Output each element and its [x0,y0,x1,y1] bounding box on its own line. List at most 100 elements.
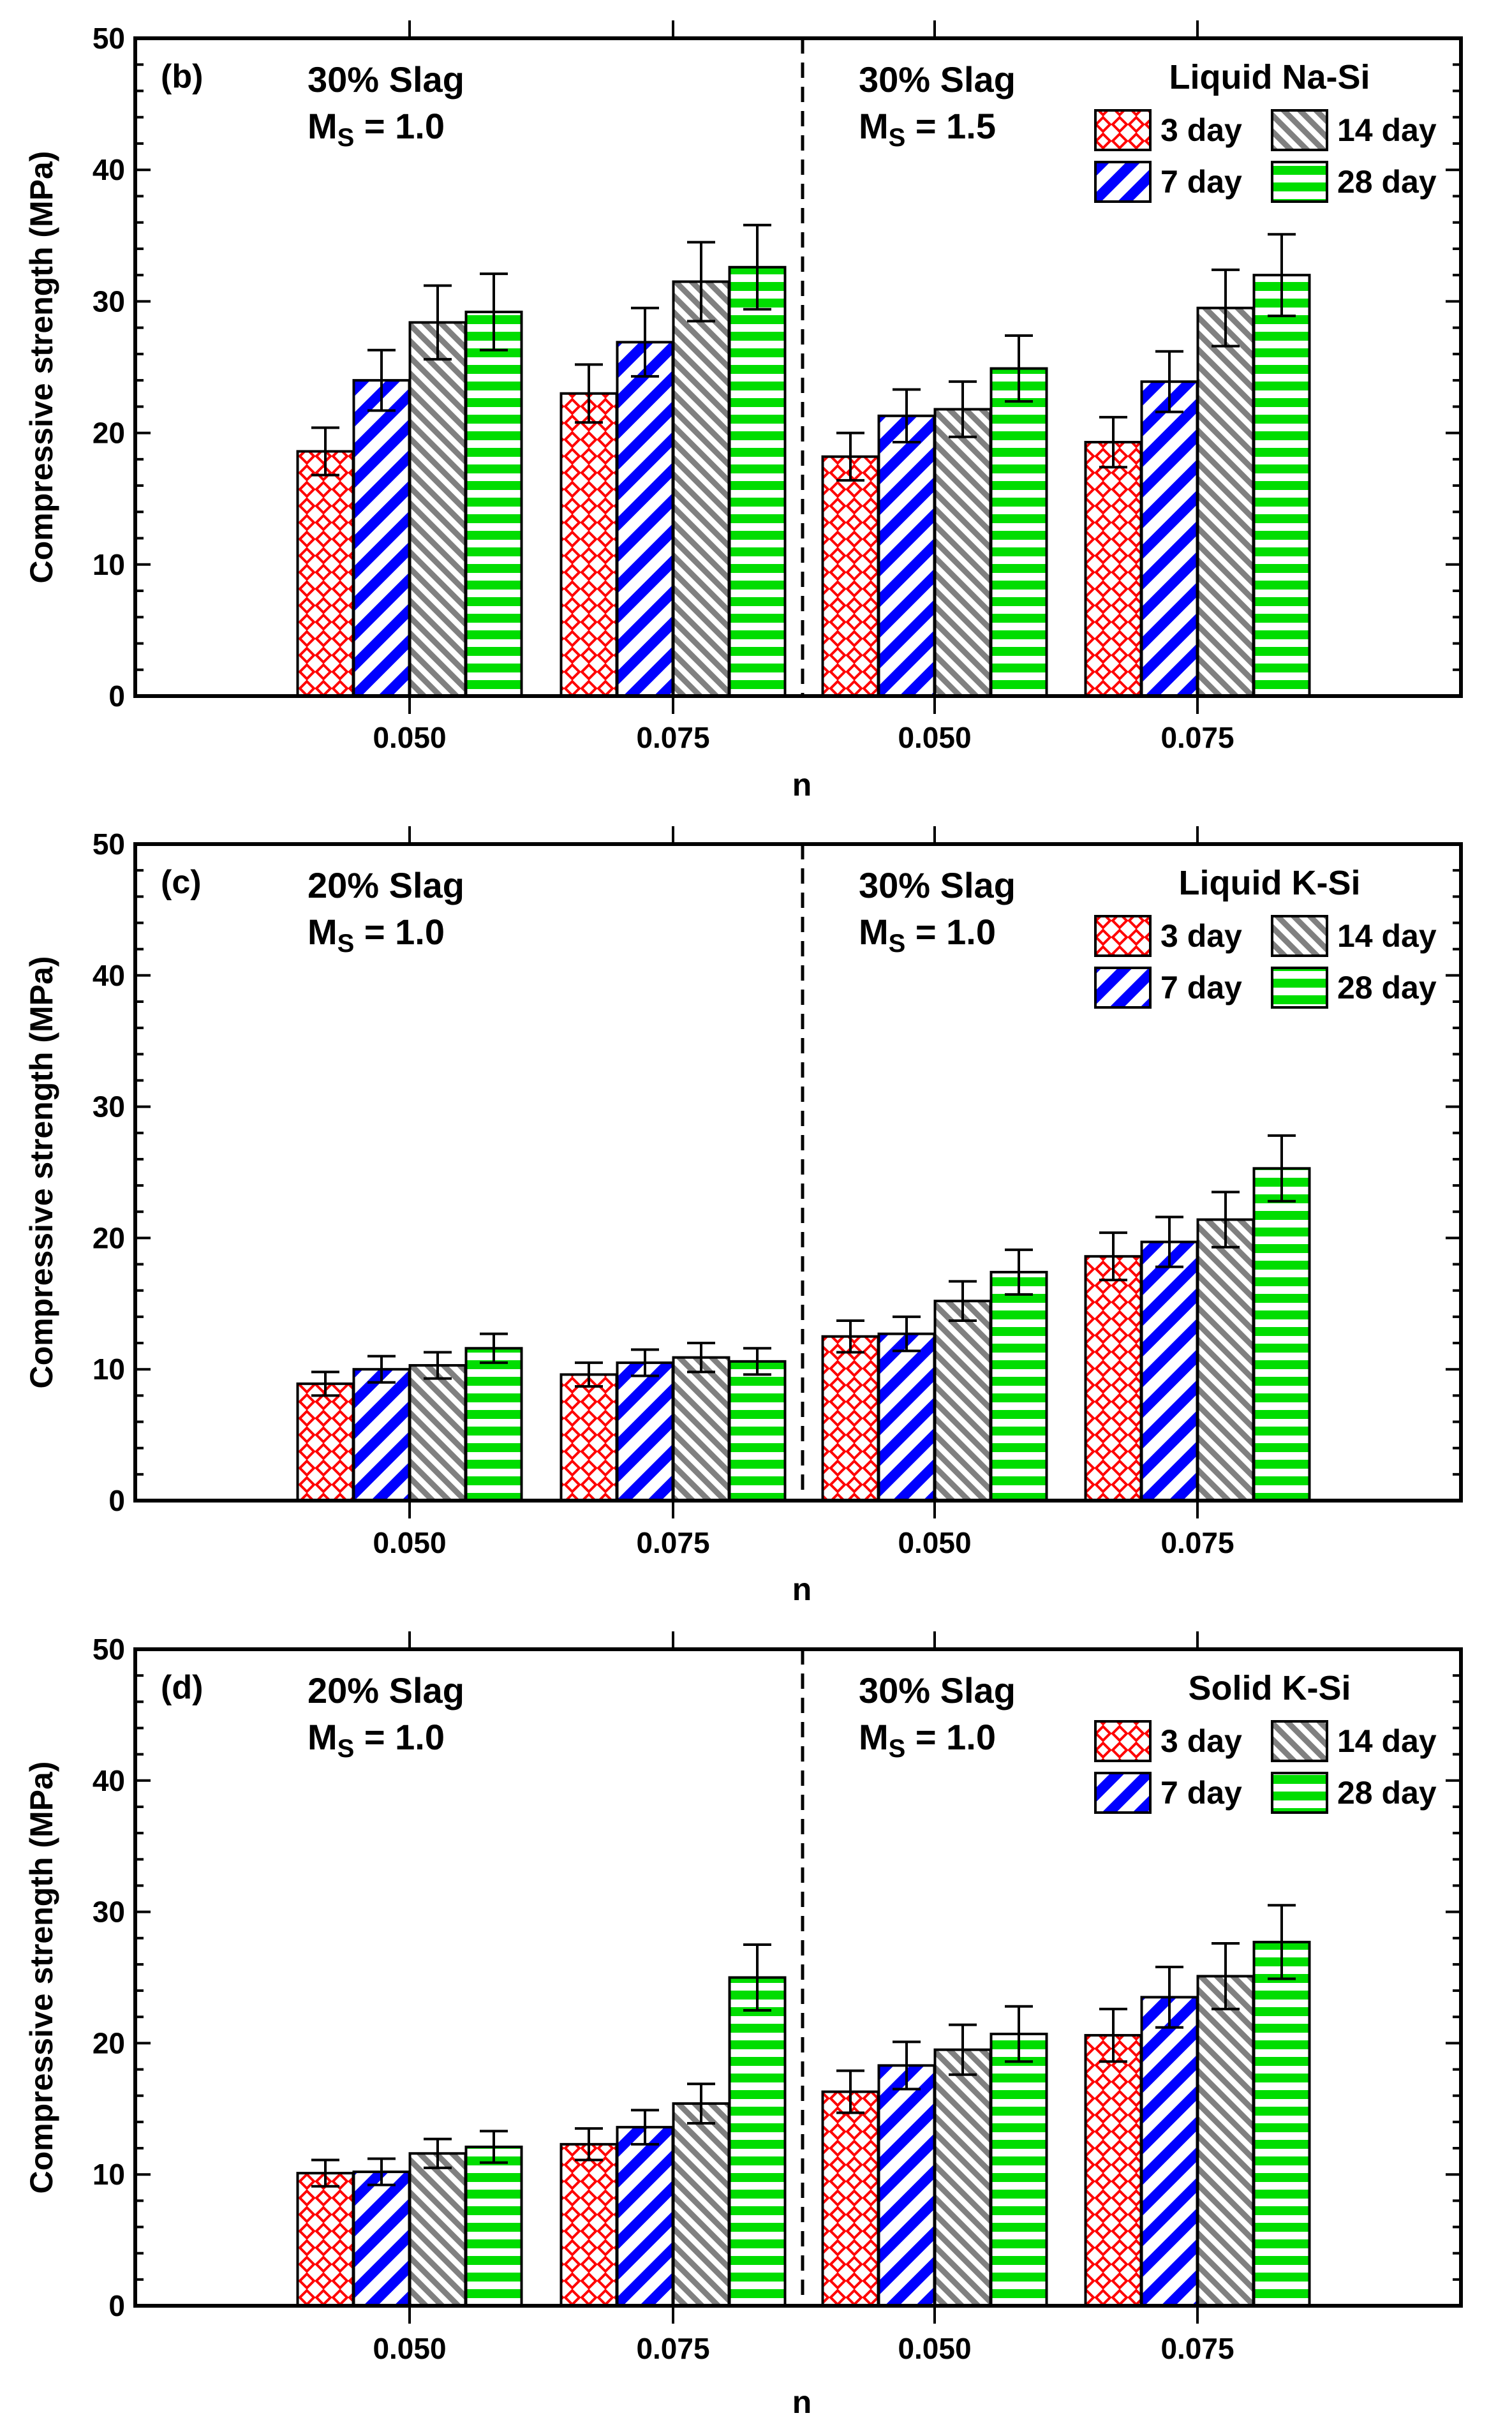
chart-panel-d: 0 10 20 30 40 50 0.050 0.075 0.050 0.075 n Compress… [24,1631,1463,2420]
ms-symbol: M [859,106,889,146]
ms-value: = 1.0 [905,1717,996,1757]
bar-3-day [560,2142,618,2307]
left-group-ms: MS = 1.0 [308,106,445,152]
bar-14-day [672,1356,730,1502]
ms-value: = 1.0 [354,106,445,146]
x-tick-label: 0.075 [636,1526,709,1559]
bar-14-day [408,2152,467,2307]
bar-28-day [728,265,787,697]
bar-14-day [933,408,992,697]
bar-7-day [877,414,936,697]
y-tick-label: 50 [93,827,125,861]
bar-14-day [1196,1218,1255,1502]
y-axis-label: Compressive strength (MPa) [24,1762,59,2194]
right-group-title: 30% Slag [859,1670,1016,1710]
bar-7-day [616,2126,674,2308]
bar-3-day [1084,441,1143,697]
chart-panel-b: 0 10 20 30 40 50 0.050 0.075 0.050 0.075 n Compress… [24,20,1463,803]
bar-28-day [464,2145,523,2307]
legend-swatch-14-day [1271,1720,1328,1762]
y-tick-label: 30 [93,1090,125,1124]
bar-7-day [1140,1240,1199,1502]
legend-label-14-day: 14 day [1337,918,1437,954]
bar-28-day [1252,1167,1311,1503]
legend-swatch-7-day [1094,161,1152,203]
bar-3-day [560,392,618,697]
ms-symbol: M [859,912,889,952]
y-tick-label: 20 [93,2026,125,2059]
y-tick-label: 0 [108,679,125,713]
plot-frame [133,36,1463,698]
bar-3-day [1084,1255,1143,1503]
bar-28-day [989,2032,1048,2307]
left-group-title: 20% Slag [308,865,464,905]
y-axis-label: Compressive strength (MPa) [24,151,59,584]
legend-title: Liquid K-Si [1179,864,1361,902]
y-tick-label: 40 [93,1764,125,1797]
right-group-ms: MS = 1.0 [859,1717,996,1763]
legend-swatch-14-day [1271,109,1328,151]
legend-swatch-28-day [1271,161,1328,203]
y-tick-label: 10 [93,2158,125,2191]
bar-3-day [296,2172,355,2308]
ms-value: = 1.0 [905,912,996,952]
chart-panel-c: 0 10 20 30 40 50 0.050 0.075 0.050 0.075 n Compress… [24,826,1463,1607]
bar-14-day [408,1364,467,1502]
y-tick-label: 20 [93,417,125,450]
y-tick-label: 50 [93,1633,125,1666]
bar-28-day [464,310,523,697]
bar-28-day [728,1360,787,1503]
legend-swatch-3-day [1094,109,1152,151]
bar-28-day [989,1270,1048,1502]
bar-7-day [877,1332,936,1503]
legend-label-7-day: 7 day [1160,970,1242,1006]
x-tick-label: 0.075 [1160,2332,1234,2365]
right-group-ms: MS = 1.5 [859,106,996,152]
y-tick-label: 0 [108,2289,125,2322]
bar-14-day [1196,306,1255,697]
bar-3-day [296,450,355,698]
y-tick-label: 20 [93,1221,125,1254]
ms-subscript: S [889,930,906,958]
ms-symbol: M [308,1717,337,1757]
y-axis-label: Compressive strength (MPa) [24,956,59,1389]
legend-label-28-day: 28 day [1337,970,1437,1006]
x-axis-label: n [792,2384,812,2420]
bar-28-day [989,367,1048,697]
left-group-title: 30% Slag [308,59,464,100]
y-tick-label: 30 [93,1896,125,1929]
panel-label: (d) [161,1669,203,1706]
plot-frame [133,1647,1463,2308]
bar-3-day [821,2090,880,2307]
y-tick-label: 0 [108,1484,125,1517]
panel-label: (b) [161,58,203,95]
x-tick-label: 0.075 [636,721,709,754]
legend-swatch-7-day [1094,1772,1152,1814]
ms-subscript: S [337,1735,355,1763]
x-tick-label: 0.050 [373,2332,446,2365]
legend-title: Solid K-Si [1189,1669,1351,1707]
bar-3-day [296,1382,355,1502]
bar-3-day [560,1373,618,1502]
x-tick-label: 0.050 [898,721,971,754]
bar-7-day [877,2064,936,2307]
ms-subscript: S [337,124,355,152]
y-tick-label: 40 [93,153,125,186]
legend: Liquid K-Si 3 day 7 day 14 day 28 day [1094,864,1437,1009]
legend-label-14-day: 14 day [1337,1723,1437,1759]
y-tick-label: 50 [93,22,125,55]
ms-value: = 1.0 [354,912,445,952]
legend-label-3-day: 3 day [1160,918,1242,954]
bar-14-day [672,2102,730,2308]
legend: Solid K-Si 3 day 7 day 14 day 28 day [1094,1669,1437,1814]
ms-symbol: M [308,912,337,952]
x-axis-label: n [792,767,812,803]
left-group-title: 20% Slag [308,1670,464,1710]
bar-7-day [616,1361,674,1502]
bar-7-day [352,1368,411,1502]
legend-swatch-7-day [1094,967,1152,1009]
legend-label-28-day: 28 day [1337,1775,1437,1811]
bar-14-day [933,1300,992,1502]
bar-7-day [352,2171,411,2307]
